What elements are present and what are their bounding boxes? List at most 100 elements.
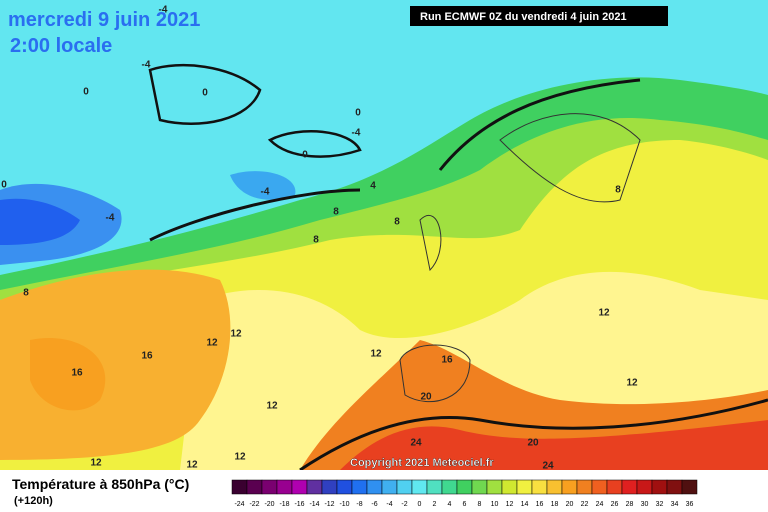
contour-label: 0 xyxy=(355,108,361,119)
scale-label: 18 xyxy=(551,501,559,508)
scale-swatch xyxy=(276,479,293,495)
scale-label: 2 xyxy=(433,501,437,508)
contour-label: 12 xyxy=(234,452,246,463)
scale-label: 8 xyxy=(478,501,482,508)
contour-label: 8 xyxy=(615,185,621,196)
run-banner xyxy=(410,6,668,26)
scale-label: 24 xyxy=(596,501,604,508)
contour-label: 16 xyxy=(141,351,153,362)
scale-swatch xyxy=(561,479,578,495)
zone-orange-core xyxy=(30,338,106,411)
scale-swatch xyxy=(426,479,443,495)
scale-swatch xyxy=(336,479,353,495)
cold-pool xyxy=(230,171,296,200)
scale-label: 6 xyxy=(463,501,467,508)
scale-label: 30 xyxy=(641,501,649,508)
scale-swatch xyxy=(636,479,653,495)
contour-label: 0 xyxy=(302,150,308,161)
contour-twenty xyxy=(299,398,768,472)
scale-swatch xyxy=(261,479,278,495)
scale-label: -10 xyxy=(339,501,349,508)
cold-core xyxy=(0,198,80,245)
scale-swatch xyxy=(501,479,518,495)
contour-label: 0 xyxy=(1,180,7,191)
contour-label: -4 xyxy=(261,187,270,198)
contour-label: -4 xyxy=(352,128,361,139)
scale-label: -6 xyxy=(371,501,377,508)
contour-zero xyxy=(149,78,641,242)
copyright: Copyright 2021 Meteociel.fr xyxy=(350,457,494,469)
scale-label: -16 xyxy=(294,501,304,508)
contour-label: 8 xyxy=(313,235,319,246)
scale-label: 20 xyxy=(566,501,574,508)
contour-label: 12 xyxy=(230,329,242,340)
contour-label: 12 xyxy=(266,401,278,412)
zone-veryhot xyxy=(340,420,768,470)
scale-swatch xyxy=(486,479,503,495)
scale-swatch xyxy=(366,479,383,495)
scale-label: 12 xyxy=(506,501,514,508)
contour-label: 12 xyxy=(206,338,218,349)
scale-swatch xyxy=(456,479,473,495)
contour-label: 12 xyxy=(370,349,382,360)
scale-label: -24 xyxy=(234,501,244,508)
scale-label: 0 xyxy=(418,501,422,508)
contour-label: 20 xyxy=(527,438,539,449)
scale-swatch xyxy=(306,479,323,495)
scale-swatch xyxy=(381,479,398,495)
scale-swatch xyxy=(396,479,413,495)
scale-label: 28 xyxy=(626,501,634,508)
contour-label: 24 xyxy=(410,438,422,449)
scale-swatch xyxy=(531,479,548,495)
scale-label: 36 xyxy=(686,501,694,508)
scale-swatch xyxy=(651,479,668,495)
scale-label: -4 xyxy=(386,501,392,508)
legend-title: Température à 850hPa (°C) xyxy=(12,476,189,492)
contour-label: 12 xyxy=(90,458,102,469)
contour-label: 0 xyxy=(202,88,208,99)
scale-swatch xyxy=(516,479,533,495)
scale-label: 22 xyxy=(581,501,589,508)
scale-label: 26 xyxy=(611,501,619,508)
scale-label: 4 xyxy=(448,501,452,508)
scale-label: 10 xyxy=(491,501,499,508)
contour-label: 16 xyxy=(441,355,453,366)
lead-time: (+120h) xyxy=(14,495,53,507)
contour-label: 8 xyxy=(23,288,29,299)
scale-swatch xyxy=(246,479,263,495)
scale-label: -22 xyxy=(249,501,259,508)
contour-label: 16 xyxy=(71,368,83,379)
scale-swatch xyxy=(411,479,428,495)
contour-label: 8 xyxy=(333,207,339,218)
scale-swatch xyxy=(471,479,488,495)
contour-label: 12 xyxy=(626,378,638,389)
scale-label: -2 xyxy=(401,501,407,508)
coastline xyxy=(399,113,641,403)
scale-label: -8 xyxy=(356,501,362,508)
scale-swatch xyxy=(576,479,593,495)
scale-label: 34 xyxy=(671,501,679,508)
scale-swatch xyxy=(591,479,608,495)
scale-swatch xyxy=(321,479,338,495)
scale-swatch xyxy=(546,479,563,495)
scale-swatch xyxy=(351,479,368,495)
scale-swatch xyxy=(621,479,638,495)
forecast-time: 2:00 locale xyxy=(10,35,112,57)
contour-label: 4 xyxy=(370,181,376,192)
scale-label: 32 xyxy=(656,501,664,508)
scale-swatch xyxy=(681,479,698,495)
contour-label: 0 xyxy=(83,87,89,98)
contour-label: -4 xyxy=(142,60,151,71)
scale-swatch xyxy=(666,479,683,495)
contour-label: -4 xyxy=(106,213,115,224)
contour-label: 12 xyxy=(186,460,198,471)
contour-label: 20 xyxy=(420,392,432,403)
scale-swatch xyxy=(606,479,623,495)
scale-label: 14 xyxy=(521,501,529,508)
run-info: Run ECMWF 0Z du vendredi 4 juin 2021 xyxy=(420,11,627,23)
scale-label: -20 xyxy=(264,501,274,508)
contour-label: 12 xyxy=(598,308,610,319)
zone-orange xyxy=(0,269,231,460)
